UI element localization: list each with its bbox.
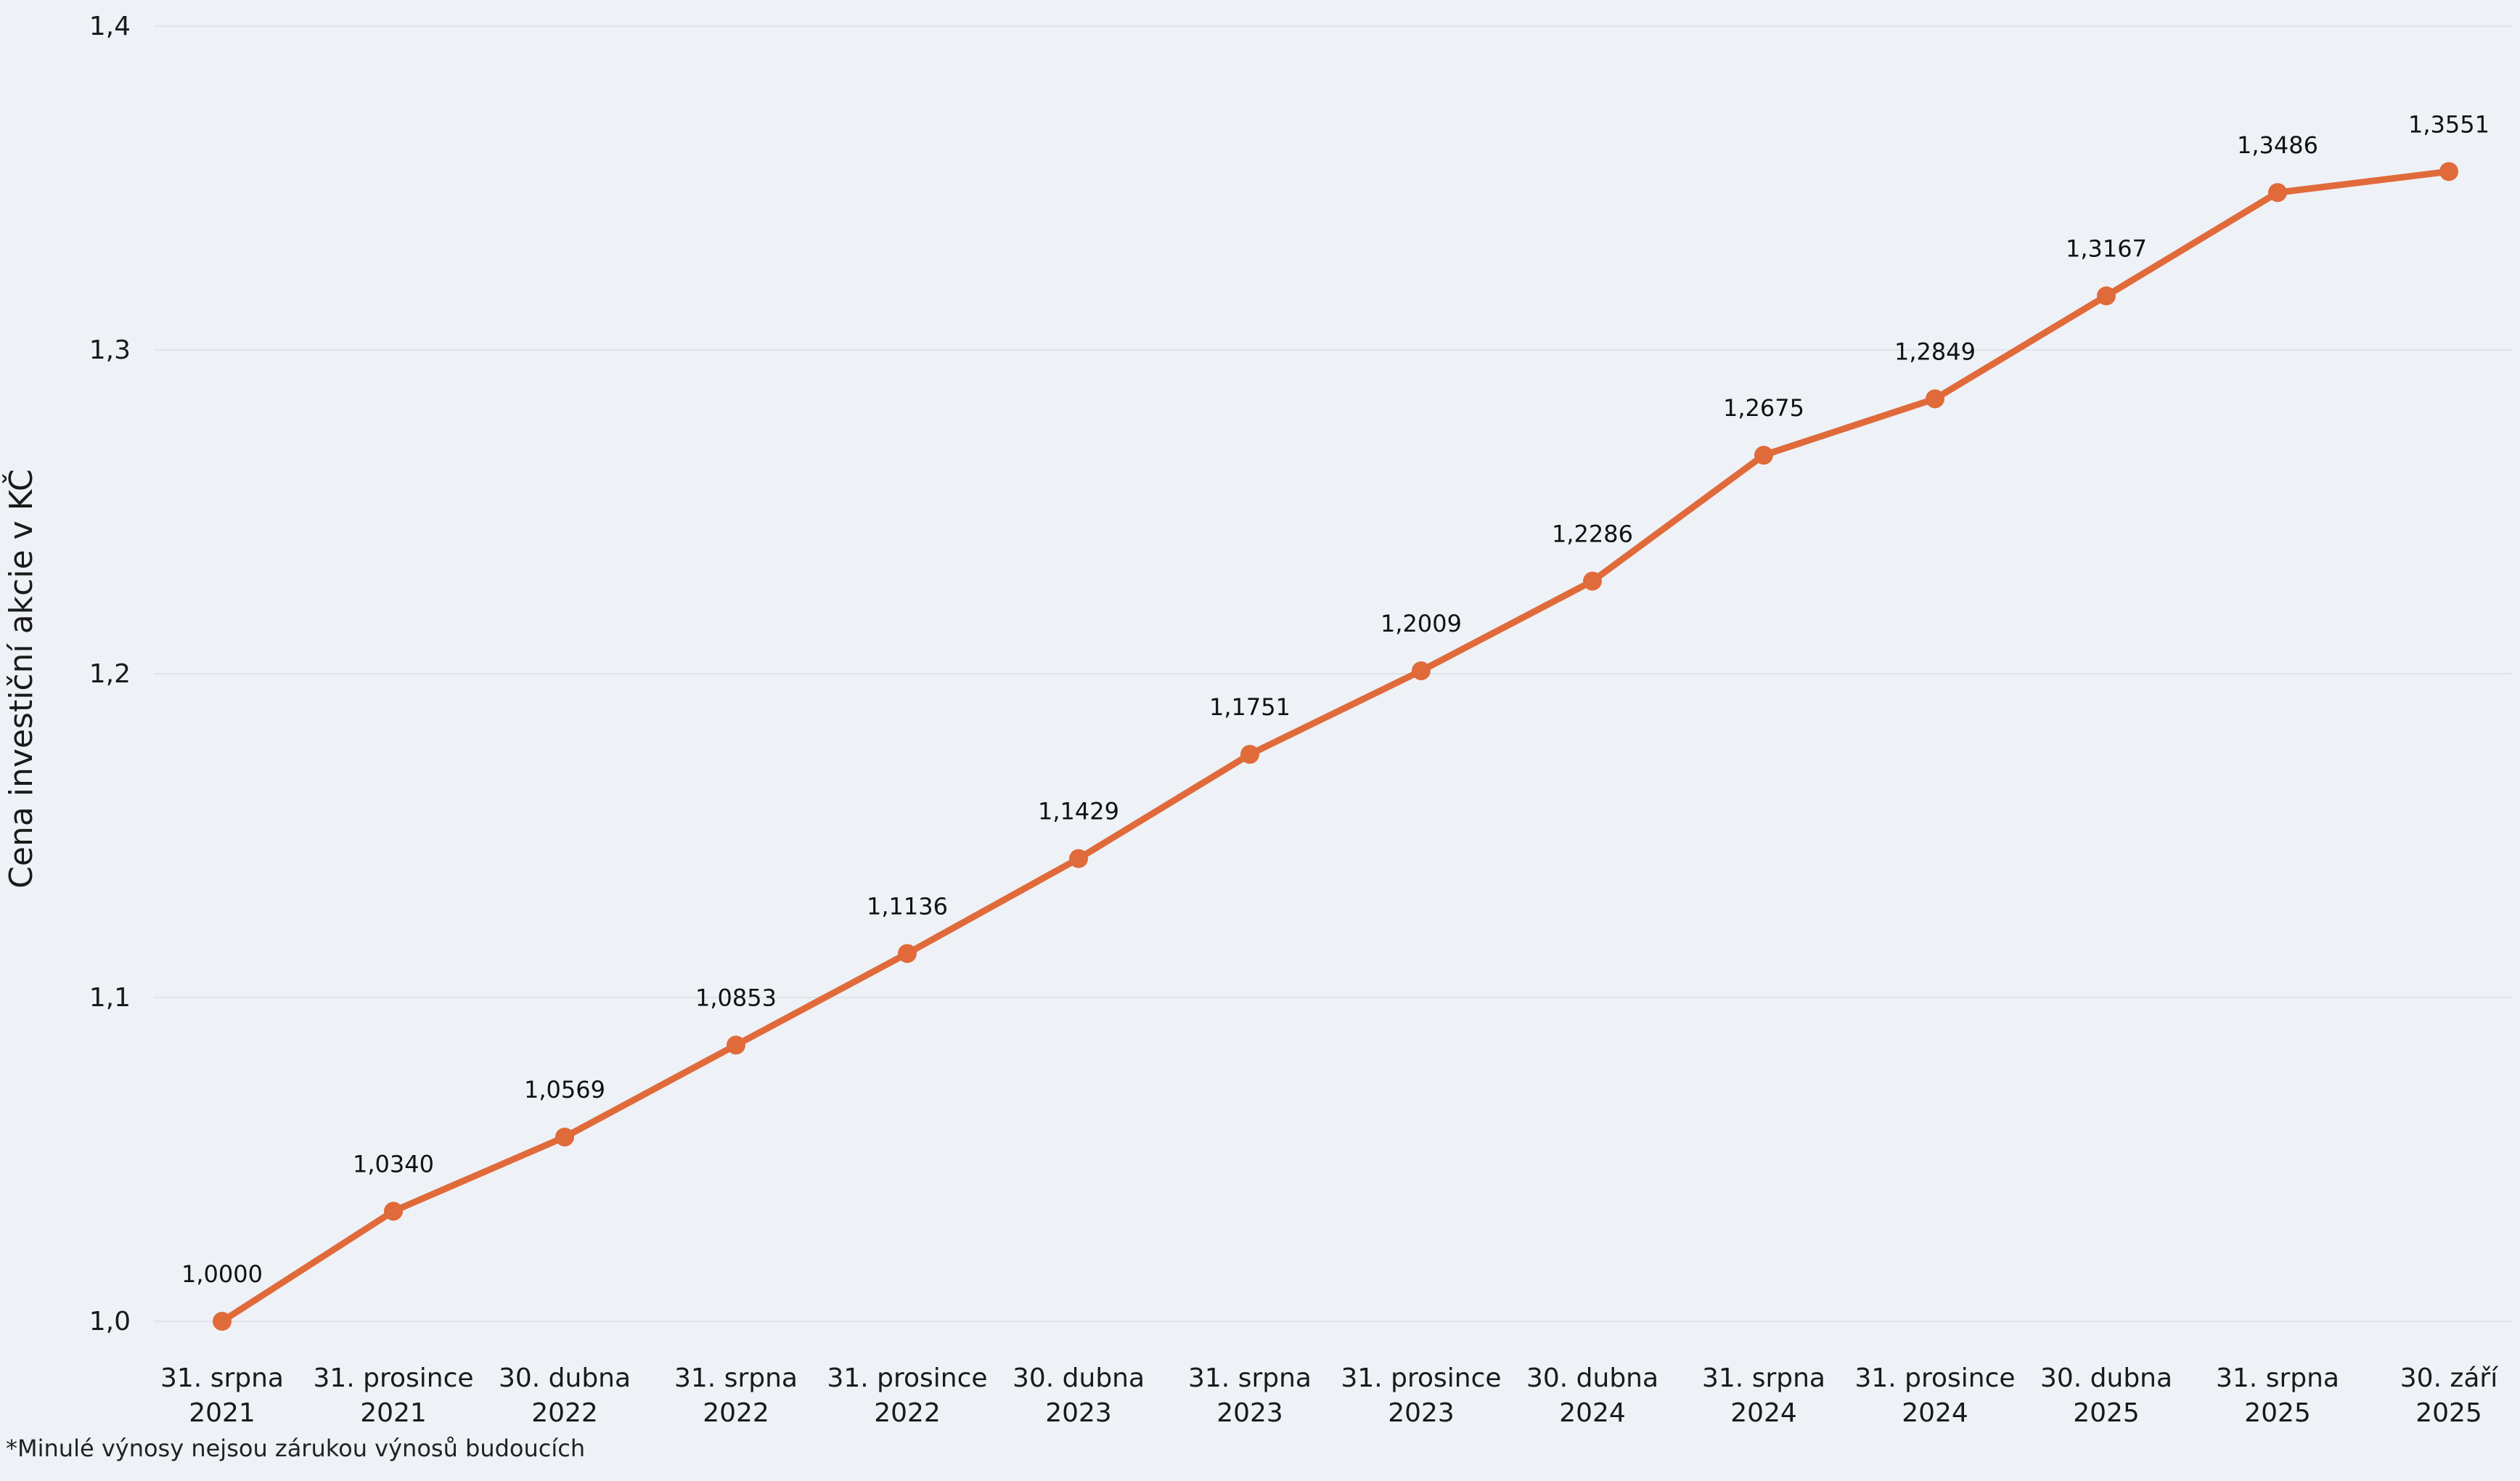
y-axis-ticks: 1,0 1,1 1,2 1,3 1,4 bbox=[89, 12, 131, 1337]
data-label: 1,3486 bbox=[2237, 131, 2318, 159]
y-tick-label: 1,1 bbox=[89, 983, 131, 1013]
grid-lines bbox=[154, 25, 2513, 1322]
data-label: 1,1429 bbox=[1038, 798, 1119, 825]
data-label: 1,1136 bbox=[867, 892, 948, 920]
data-label: 1,0569 bbox=[524, 1076, 605, 1103]
x-axis-ticks: 31. srpna 2021 31. prosince 2021 30. dubna 20… bbox=[160, 1363, 2498, 1428]
x-tick-label: 31. srpna 2021 bbox=[160, 1363, 284, 1428]
data-point bbox=[1926, 389, 1944, 409]
data-point bbox=[2097, 286, 2116, 306]
x-tick-label: 31. prosince 2024 bbox=[1854, 1363, 2015, 1428]
footnote: *Minulé výnosy nejsou zárukou výnosů bud… bbox=[6, 1435, 586, 1462]
data-label: 1,3167 bbox=[2066, 235, 2147, 263]
data-label: 1,2009 bbox=[1380, 610, 1462, 637]
data-point bbox=[213, 1312, 232, 1331]
x-tick-label: 31. srpna 2022 bbox=[674, 1363, 798, 1428]
x-tick-label: 31. prosince 2022 bbox=[827, 1363, 987, 1428]
data-label: 1,3551 bbox=[2408, 110, 2490, 138]
x-tick-label: 30. dubna 2023 bbox=[1012, 1363, 1145, 1428]
x-tick-label: 30. dubna 2025 bbox=[2040, 1363, 2172, 1428]
y-axis-label: Cena investiční akcie v KČ bbox=[1, 469, 40, 889]
data-point bbox=[898, 944, 917, 963]
data-point bbox=[1240, 745, 1259, 764]
data-point bbox=[727, 1035, 745, 1055]
data-points bbox=[213, 162, 2458, 1331]
series-line bbox=[218, 168, 2452, 1325]
y-tick-label: 1,4 bbox=[89, 12, 131, 41]
y-tick-label: 1,0 bbox=[89, 1307, 131, 1337]
y-tick-label: 1,2 bbox=[89, 659, 131, 689]
x-tick-label: 31. srpna 2024 bbox=[1702, 1363, 1825, 1428]
x-tick-label: 30. září 2025 bbox=[2400, 1363, 2498, 1428]
x-tick-label: 31. srpna 2025 bbox=[2216, 1363, 2339, 1428]
x-tick-label: 31. prosince 2023 bbox=[1341, 1363, 1501, 1428]
data-point bbox=[1583, 571, 1602, 591]
data-label: 1,2286 bbox=[1552, 520, 1633, 547]
data-point bbox=[2268, 183, 2287, 203]
data-point bbox=[555, 1127, 574, 1147]
data-label: 1,0853 bbox=[695, 984, 777, 1012]
y-tick-label: 1,3 bbox=[89, 335, 131, 365]
data-label: 1,2675 bbox=[1723, 394, 1804, 422]
data-label: 1,0000 bbox=[181, 1260, 263, 1288]
x-tick-label: 30. dubna 2022 bbox=[499, 1363, 631, 1428]
data-point bbox=[384, 1201, 403, 1221]
data-point bbox=[1412, 661, 1431, 680]
data-labels: 1,0000 1,0340 1,0569 1,0853 1,1136 1,1429 1,17… bbox=[181, 110, 2490, 1288]
data-label: 1,0340 bbox=[353, 1150, 434, 1178]
data-label: 1,2849 bbox=[1894, 338, 1976, 365]
data-label: 1,1751 bbox=[1209, 693, 1290, 721]
data-point bbox=[1069, 849, 1088, 868]
data-point bbox=[1754, 445, 1773, 465]
data-point bbox=[2439, 162, 2458, 181]
x-tick-label: 31. prosince 2021 bbox=[313, 1363, 473, 1428]
x-tick-label: 30. dubna 2024 bbox=[1526, 1363, 1658, 1428]
x-tick-label: 31. srpna 2023 bbox=[1188, 1363, 1312, 1428]
